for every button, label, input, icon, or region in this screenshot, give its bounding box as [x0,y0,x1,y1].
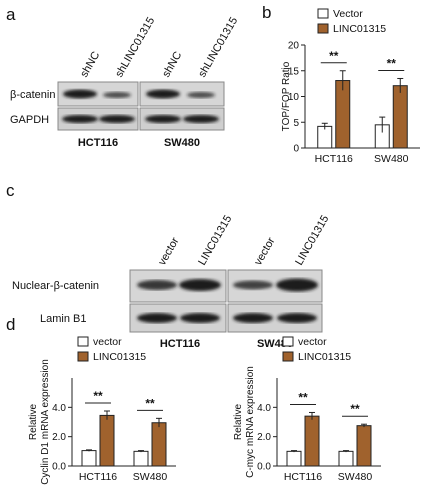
group-label: HCT116 [160,338,200,350]
legend-swatch [77,351,89,362]
group-label: HCT116 [78,137,118,149]
y-tick-label: 2.0 [257,432,271,443]
bar [338,450,354,467]
significance: ** [298,390,308,404]
y-axis-label: Relative [233,404,244,441]
legend-label: LINC01315 [93,351,146,363]
row-label: Lamin B1 [40,313,86,325]
y-tick-label: 0 [293,144,299,155]
lane-label: shLINC01315 [113,15,157,79]
legend-swatch [77,336,89,347]
y-axis-label: Relative [28,404,39,441]
row-label: Nuclear-β-catenin [12,280,99,292]
y-axis-label: C-myc mRNA expression [245,366,256,478]
bar [356,425,372,467]
y-tick-label: 20 [288,41,300,52]
legend-label: LINC01315 [333,23,386,35]
bar [392,85,408,149]
y-tick-label: 10 [288,92,300,103]
blot-c [129,269,323,333]
bar [99,414,115,467]
bar [335,80,351,149]
row-label: β-catenin [10,89,55,101]
x-tick-label: SW480 [338,471,373,483]
lane-label: vector [156,235,182,267]
legend-swatch [282,336,294,347]
y-tick-label: 15 [288,66,300,77]
bar [133,450,149,467]
legend-label: vector [93,336,122,348]
y-tick-label: 0.0 [52,462,66,473]
legend-label: Vector [333,8,363,20]
bar [81,450,97,467]
y-axis-label: Cyclin D1 mRNA expression [40,359,51,485]
legend-swatch [282,351,294,362]
lane-label: LINC01315 [293,213,331,267]
bar [304,415,320,467]
legend-label: LINC01315 [298,351,351,363]
x-tick-label: SW480 [133,471,168,483]
lane-label: LINC01315 [196,213,234,267]
panel-label: c [6,181,15,200]
lane-label: shNC [78,50,102,80]
legend-swatch [317,8,329,19]
y-tick-label: 4.0 [52,403,66,414]
bar [286,450,302,467]
x-tick-label: SW480 [374,153,409,165]
legend-label: vector [298,336,327,348]
y-axis-label: TOP/FOP Ratio [281,61,292,131]
significance: ** [387,56,397,70]
group-label: SW480 [164,137,200,149]
panel-label: d [6,315,15,334]
panel-label: b [262,3,271,22]
y-tick-label: 5 [293,118,299,129]
y-tick-label: 2.0 [52,432,66,443]
significance: ** [93,389,103,403]
blot-a [57,81,225,131]
x-tick-label: HCT116 [284,471,322,483]
significance: ** [145,396,155,410]
y-tick-label: 4.0 [257,403,271,414]
bar [317,125,333,149]
significance: ** [350,402,360,416]
x-tick-label: HCT116 [315,153,353,165]
legend-swatch [317,23,329,34]
bar [151,422,167,467]
lane-label: shLINC01315 [196,15,240,79]
x-tick-label: HCT116 [79,471,117,483]
lane-label: vector [252,235,278,267]
lane-label: shNC [160,50,184,80]
row-label: GAPDH [10,114,49,126]
panel-label: a [6,5,16,24]
y-tick-label: 0.0 [257,462,271,473]
significance: ** [329,49,339,63]
